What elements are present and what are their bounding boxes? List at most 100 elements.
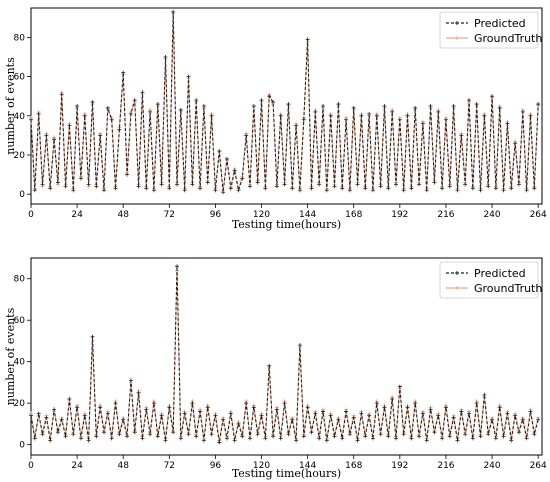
- data-point: [378, 432, 383, 437]
- y-tick-label: 0: [19, 190, 25, 200]
- data-point: [493, 436, 498, 441]
- data-point: [359, 113, 364, 118]
- data-point: [524, 436, 529, 441]
- data-point: [155, 434, 160, 439]
- data-point: [451, 415, 456, 420]
- data-point: [336, 417, 341, 422]
- data-point: [390, 109, 395, 114]
- data-point: [440, 186, 445, 191]
- x-tick-label: 24: [71, 210, 83, 220]
- data-point: [263, 186, 268, 191]
- data-point: [524, 188, 529, 193]
- data-point: [443, 405, 448, 410]
- data-point: [286, 102, 291, 107]
- data-point: [209, 113, 214, 118]
- data-point: [221, 417, 226, 422]
- data-point: [232, 438, 237, 443]
- data-point: [417, 182, 422, 187]
- data-point: [59, 92, 64, 97]
- x-tick-label: 264: [530, 461, 547, 471]
- data-point: [370, 188, 375, 193]
- data-point: [52, 137, 57, 142]
- data-point: [205, 180, 210, 185]
- data-point: [159, 182, 164, 187]
- data-point: [367, 111, 372, 116]
- data-point: [428, 104, 433, 108]
- data-point: [467, 411, 471, 416]
- data-point: [75, 405, 80, 410]
- data-point: [344, 117, 349, 122]
- data-point: [232, 168, 237, 173]
- data-point: [351, 415, 356, 420]
- data-point: [355, 438, 360, 443]
- data-point: [378, 184, 383, 189]
- data-point: [117, 127, 122, 132]
- data-point: [424, 438, 429, 443]
- data-point: [482, 392, 487, 397]
- data-point: [136, 184, 141, 189]
- legend-marker: [455, 271, 459, 275]
- data-point: [363, 186, 368, 191]
- data-point: [413, 401, 418, 406]
- data-point: [251, 104, 256, 108]
- data-point: [121, 417, 126, 422]
- data-point: [436, 413, 441, 418]
- data-point: [497, 105, 502, 110]
- data-point: [317, 182, 322, 187]
- legend-label-groundtruth: GroundTruth: [474, 32, 542, 45]
- data-point: [102, 188, 106, 193]
- data-point: [40, 182, 45, 187]
- data-point: [36, 411, 41, 416]
- data-point: [40, 432, 45, 437]
- data-point: [447, 434, 452, 439]
- data-point: [186, 74, 191, 79]
- y-tick-label: 80: [14, 33, 26, 43]
- data-point: [136, 390, 141, 395]
- data-point: [140, 90, 145, 95]
- data-point: [486, 432, 491, 437]
- data-point: [190, 401, 195, 406]
- data-point: [155, 102, 160, 107]
- x-tick-label: 216: [437, 461, 454, 471]
- plot-frame: [30, 7, 543, 205]
- x-axis-label: Testing time(hours): [232, 467, 341, 480]
- legend-box: [439, 261, 539, 299]
- data-point: [424, 188, 429, 193]
- data-point: [332, 434, 337, 439]
- data-point: [532, 186, 537, 191]
- data-point: [178, 436, 183, 441]
- x-tick-label: 216: [437, 210, 454, 220]
- data-point: [259, 413, 264, 418]
- data-point: [236, 421, 241, 426]
- data-point: [532, 432, 537, 437]
- data-point: [440, 436, 445, 441]
- data-point: [82, 113, 87, 118]
- data-point: [321, 409, 325, 414]
- data-point: [490, 417, 495, 422]
- x-tick-label: 240: [483, 461, 500, 471]
- data-point: [297, 343, 302, 348]
- data-point: [224, 156, 229, 161]
- data-point: [355, 182, 360, 187]
- data-point: [148, 432, 153, 437]
- x-tick-label: 24: [71, 461, 83, 471]
- data-point: [209, 432, 214, 437]
- data-point: [328, 113, 333, 118]
- x-tick-label: 48: [117, 461, 129, 471]
- data-point: [117, 432, 122, 437]
- x-tick-label: 192: [391, 461, 408, 471]
- data-point: [328, 413, 333, 418]
- data-point: [271, 434, 276, 439]
- y-tick-label: 40: [14, 358, 26, 368]
- data-point: [520, 417, 525, 422]
- data-point: [32, 436, 37, 441]
- data-point: [109, 436, 114, 441]
- series-markers-predicted: [29, 9, 541, 195]
- data-point: [470, 436, 475, 441]
- x-tick-label: 96: [210, 210, 222, 220]
- data-point: [167, 186, 172, 191]
- data-point: [290, 417, 295, 422]
- data-point: [505, 411, 510, 416]
- data-point: [286, 432, 291, 437]
- data-point: [455, 438, 460, 443]
